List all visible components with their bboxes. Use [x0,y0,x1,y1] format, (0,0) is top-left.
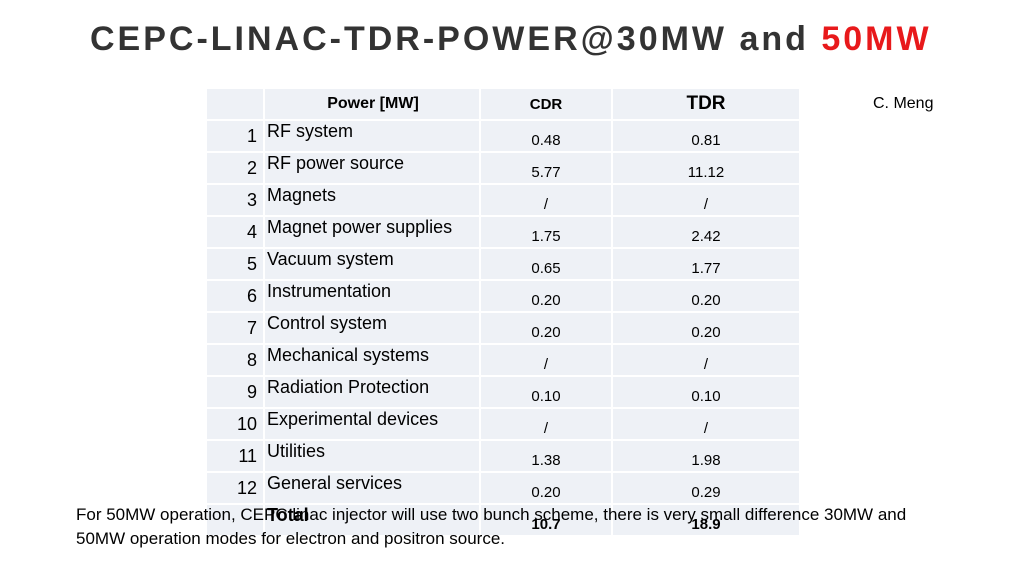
row-cdr: 0.10 [479,376,612,409]
total-cdr: 10.7 [479,504,612,537]
row-cdr: 0.65 [479,248,612,281]
total-label: Total [263,504,480,537]
row-cdr: 1.75 [479,216,612,249]
header-item: Power [MW] [263,89,480,121]
row-cdr: / [479,344,612,377]
table-row: 6 Instrumentation 0.20 0.20 [205,280,799,313]
row-item: Magnets [263,184,480,217]
row-cdr: 5.77 [479,152,612,185]
table-row: 1 RF system 0.48 0.81 [205,120,799,153]
row-cdr: 0.48 [479,120,612,153]
row-tdr: 0.10 [611,376,799,409]
row-num: 6 [205,280,264,313]
row-tdr: / [611,408,799,441]
table-total-row: Total 10.7 18.9 [205,504,799,537]
row-item: Mechanical systems [263,344,480,377]
table-header-row: Power [MW] CDR TDR [205,89,799,121]
table-row: 2 RF power source 5.77 11.12 [205,152,799,185]
row-num: 8 [205,344,264,377]
table-row: 7 Control system 0.20 0.20 [205,312,799,345]
row-cdr: 0.20 [479,472,612,505]
title-accent: 50MW [821,20,932,58]
row-item: RF power source [263,152,480,185]
row-tdr: 0.20 [611,280,799,313]
row-num: 7 [205,312,264,345]
row-num: 9 [205,376,264,409]
row-num: 11 [205,440,264,473]
row-item: RF system [263,120,480,153]
table-row: 8 Mechanical systems / / [205,344,799,377]
row-tdr: 2.42 [611,216,799,249]
row-item: Experimental devices [263,408,480,441]
row-num: 1 [205,120,264,153]
footnote: For 50MW operation, CEPC linac injector … [76,505,907,548]
row-cdr: 0.20 [479,312,612,345]
row-cdr: / [479,184,612,217]
row-cdr: 1.38 [479,440,612,473]
row-num: 4 [205,216,264,249]
row-num: 2 [205,152,264,185]
total-num [205,504,264,537]
table-row: 9 Radiation Protection 0.10 0.10 [205,376,799,409]
row-item: Radiation Protection [263,376,480,409]
total-tdr: 18.9 [611,504,799,537]
row-tdr: / [611,184,799,217]
table-row: 12 General services 0.20 0.29 [205,472,799,505]
power-table: Power [MW] CDR TDR 1 RF system 0.48 0.81… [205,89,799,537]
row-tdr: 0.81 [611,120,799,153]
row-tdr: 11.12 [611,152,799,185]
row-tdr: 0.20 [611,312,799,345]
row-item: Utilities [263,440,480,473]
row-num: 12 [205,472,264,505]
header-tdr: TDR [611,89,799,121]
header-num [205,89,264,121]
row-num: 10 [205,408,264,441]
page-title: CEPC-LINAC-TDR-POWER@30MW and 50MW [90,20,932,59]
table-row: 5 Vacuum system 0.65 1.77 [205,248,799,281]
row-tdr: 1.98 [611,440,799,473]
title-main: CEPC-LINAC-TDR-POWER@30MW and [90,20,822,58]
row-tdr: 0.29 [611,472,799,505]
row-num: 5 [205,248,264,281]
header-cdr: CDR [479,89,612,121]
row-item: Instrumentation [263,280,480,313]
table-row: 10 Experimental devices / / [205,408,799,441]
row-tdr: 1.77 [611,248,799,281]
row-num: 3 [205,184,264,217]
row-item: Vacuum system [263,248,480,281]
table-body: 1 RF system 0.48 0.81 2 RF power source … [205,120,799,537]
row-cdr: / [479,408,612,441]
row-item: Magnet power supplies [263,216,480,249]
row-item: General services [263,472,480,505]
row-item: Control system [263,312,480,345]
table-row: 3 Magnets / / [205,184,799,217]
author-credit: C. Meng [873,95,934,112]
row-tdr: / [611,344,799,377]
row-cdr: 0.20 [479,280,612,313]
table-row: 4 Magnet power supplies 1.75 2.42 [205,216,799,249]
table-row: 11 Utilities 1.38 1.98 [205,440,799,473]
